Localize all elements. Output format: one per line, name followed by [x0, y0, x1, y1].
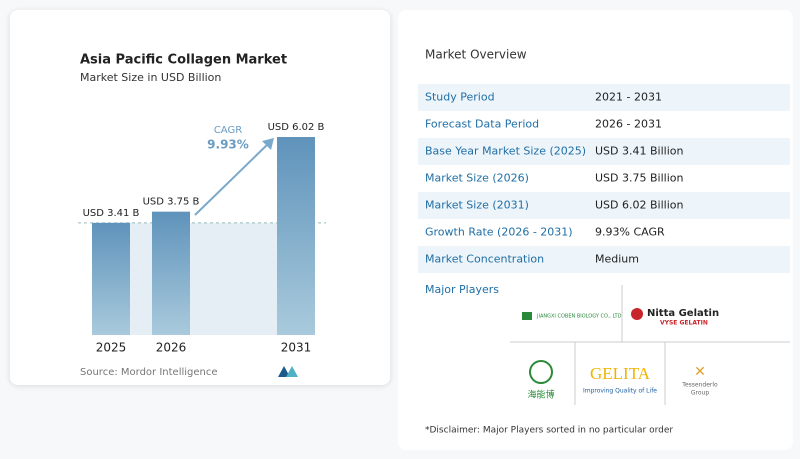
chart-title: Asia Pacific Collagen Market — [80, 53, 287, 68]
cagr-value: 9.93% — [207, 138, 249, 152]
row-band — [418, 192, 790, 219]
arrowhead — [262, 138, 274, 150]
cagr-arrow — [194, 141, 271, 216]
disclaimer: *Disclaimer: Major Players sorted in no … — [425, 426, 673, 436]
row-label: Market Size (2026) — [425, 172, 529, 185]
logo-text: Nitta Gelatin — [647, 308, 719, 319]
source: Source: Mordor Intelligence — [80, 367, 218, 378]
row-value: 9.93% CAGR — [595, 226, 665, 239]
row-value: Medium — [595, 253, 639, 266]
row-label: Forecast Data Period — [425, 118, 539, 131]
row-band — [418, 138, 790, 165]
value-label: USD 3.41 B — [83, 208, 140, 219]
bar — [152, 211, 190, 335]
cagr-label: CAGR — [214, 125, 242, 136]
row-label: Study Period — [425, 91, 495, 104]
row-value: 2021 - 2031 — [595, 91, 662, 104]
logo-text: Tessenderlo — [681, 382, 718, 389]
hnb-icon — [529, 360, 553, 384]
nitta-icon — [631, 308, 643, 320]
row-label: Growth Rate (2026 - 2031) — [425, 226, 573, 239]
source-logo — [278, 366, 298, 377]
row-value: USD 3.75 Billion — [595, 172, 683, 185]
row-band — [418, 84, 790, 111]
value-label: USD 3.75 B — [143, 197, 200, 208]
logo-text: Improving Quality of Life — [583, 388, 657, 395]
logo-text: JIANGXI COBEN BIOLOGY CO., LTD — [536, 314, 622, 320]
logo-text: GELITA — [590, 364, 651, 383]
value-label: USD 6.02 B — [268, 122, 325, 133]
row-value: USD 3.41 Billion — [595, 145, 683, 158]
logo-grid — [510, 285, 790, 405]
logo-text: VYSE GELATIN — [660, 320, 708, 327]
x-tick-label: 2031 — [281, 341, 312, 355]
row-band — [418, 246, 790, 273]
row-value: USD 6.02 Billion — [595, 199, 683, 212]
logo-text: Group — [691, 390, 709, 397]
bar — [277, 137, 315, 335]
reference-area — [111, 222, 296, 335]
row-value: 2026 - 2031 — [595, 118, 662, 131]
x-tick-label: 2025 — [96, 341, 127, 355]
players-title: Major Players — [425, 283, 499, 296]
coben-icon — [522, 312, 532, 320]
row-label: Market Size (2031) — [425, 199, 529, 212]
tessenderlo-icon: ✕ — [694, 364, 706, 380]
overview-card — [398, 10, 793, 450]
logo-text: 海能博 — [527, 389, 554, 401]
overview-title: Market Overview — [425, 48, 527, 62]
chart-subtitle: Market Size in USD Billion — [80, 71, 221, 84]
row-label: Base Year Market Size (2025) — [425, 145, 586, 158]
row-label: Market Concentration — [425, 253, 544, 266]
bar — [92, 222, 130, 335]
x-tick-label: 2026 — [156, 341, 187, 355]
